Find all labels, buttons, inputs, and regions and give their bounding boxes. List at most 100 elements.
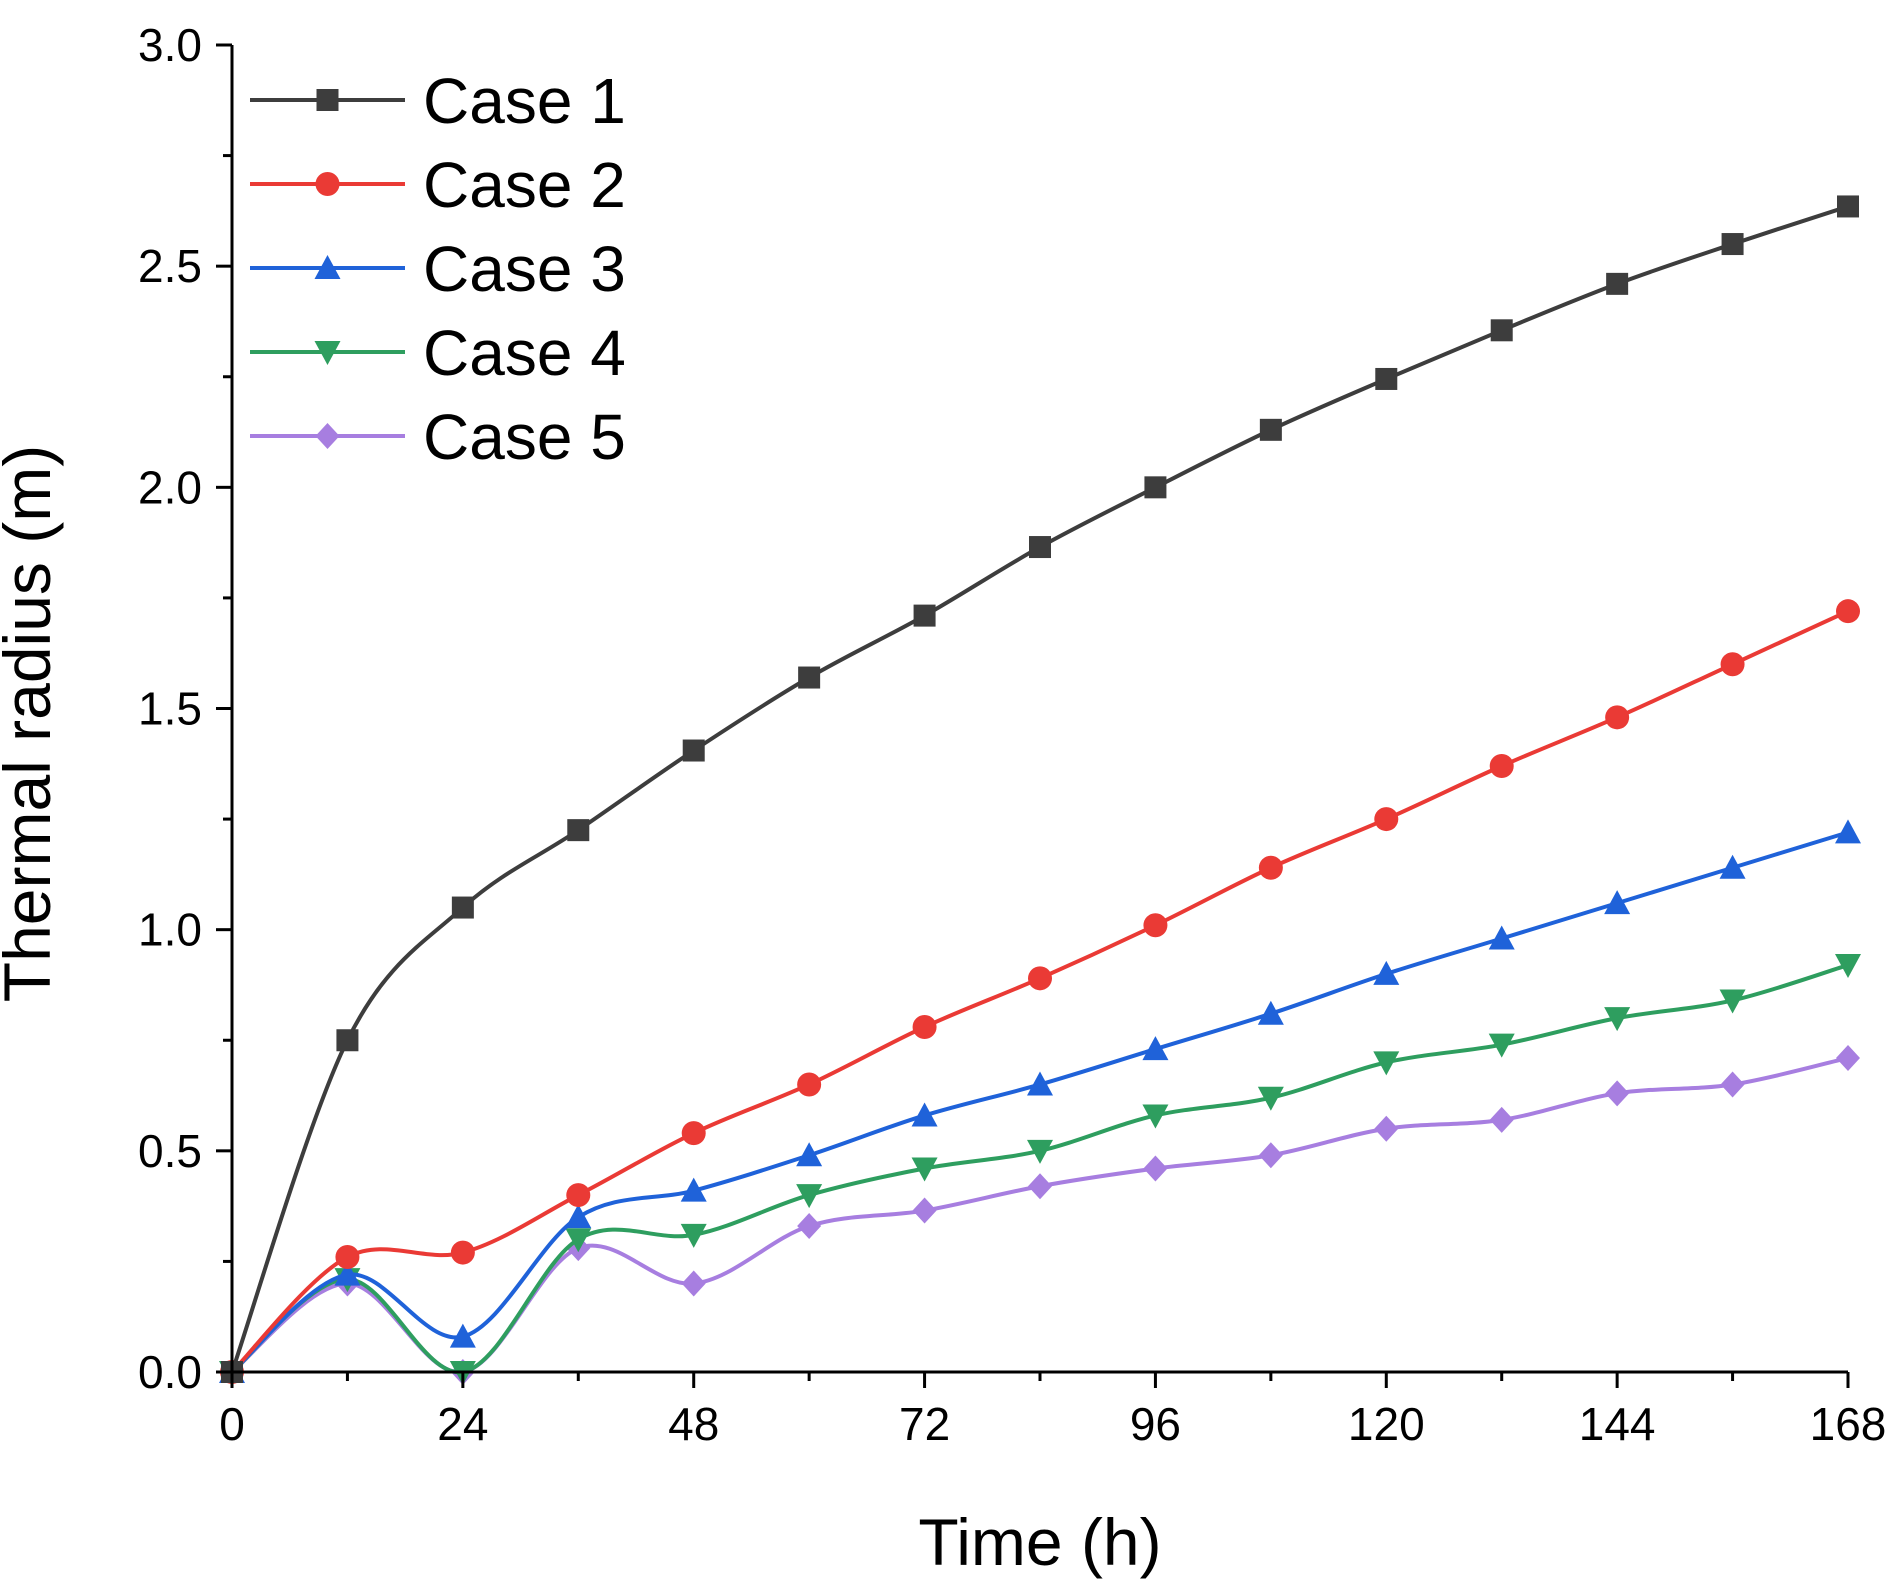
data-point-case-2 bbox=[335, 1244, 360, 1269]
legend-label-case-5: Case 5 bbox=[423, 401, 626, 473]
data-point-case-5 bbox=[1836, 1044, 1860, 1071]
data-point-case-5 bbox=[1028, 1173, 1052, 1200]
data-point-case-5 bbox=[681, 1270, 706, 1297]
data-point-case-3 bbox=[911, 1102, 938, 1127]
x-tick-label: 168 bbox=[1810, 1398, 1887, 1450]
data-point-case-2 bbox=[1489, 754, 1514, 779]
data-point-case-2 bbox=[797, 1072, 822, 1097]
data-point-case-1 bbox=[1606, 272, 1629, 295]
data-point-case-4 bbox=[565, 1228, 592, 1253]
legend-marker-case-5 bbox=[315, 423, 340, 449]
data-point-case-2 bbox=[1258, 855, 1283, 880]
x-tick-label: 96 bbox=[1130, 1398, 1181, 1450]
data-point-case-1 bbox=[1721, 233, 1744, 256]
legend-marker-case-1 bbox=[316, 89, 339, 111]
data-point-case-1 bbox=[1490, 319, 1513, 342]
y-tick-label: 0.5 bbox=[138, 1125, 202, 1177]
legend-label-case-4: Case 4 bbox=[423, 317, 626, 389]
y-tick-label: 1.5 bbox=[138, 683, 202, 735]
data-point-case-4 bbox=[1835, 954, 1861, 979]
data-point-case-3 bbox=[1719, 854, 1746, 879]
data-point-case-4 bbox=[1488, 1033, 1515, 1058]
data-point-case-1 bbox=[1837, 195, 1859, 218]
data-point-case-2 bbox=[1028, 966, 1052, 991]
y-tick-label: 3.0 bbox=[138, 19, 202, 71]
data-point-case-1 bbox=[682, 739, 705, 762]
x-tick-label: 72 bbox=[899, 1398, 950, 1450]
data-point-case-4 bbox=[680, 1223, 707, 1248]
data-point-case-3 bbox=[1142, 1036, 1169, 1061]
data-point-case-5 bbox=[1143, 1155, 1168, 1182]
data-point-case-4 bbox=[1604, 1007, 1631, 1032]
data-point-case-5 bbox=[1605, 1080, 1630, 1107]
y-tick-label: 1.0 bbox=[138, 904, 202, 956]
data-point-case-1 bbox=[1144, 476, 1167, 499]
data-point-case-3 bbox=[565, 1204, 592, 1229]
data-point-case-1 bbox=[1259, 418, 1282, 441]
legend-item-case-4: Case 4 bbox=[250, 317, 626, 389]
data-point-case-5 bbox=[1489, 1106, 1514, 1133]
legend-item-case-3: Case 3 bbox=[250, 233, 626, 305]
x-axis-title: Time (h) bbox=[918, 1505, 1161, 1579]
data-point-case-3 bbox=[1373, 960, 1400, 985]
data-point-case-3 bbox=[1488, 925, 1515, 950]
data-point-case-4 bbox=[911, 1157, 938, 1182]
data-point-case-4 bbox=[1142, 1104, 1169, 1129]
x-tick-label: 120 bbox=[1348, 1398, 1425, 1450]
data-point-case-3 bbox=[1835, 819, 1861, 844]
series-line-case-2 bbox=[230, 609, 1849, 1374]
data-point-case-4 bbox=[1373, 1051, 1400, 1076]
data-point-case-2 bbox=[1143, 913, 1168, 938]
data-point-case-2 bbox=[450, 1240, 475, 1265]
data-point-case-1 bbox=[336, 1029, 359, 1052]
data-point-case-2 bbox=[912, 1014, 937, 1039]
legend-marker-case-3 bbox=[314, 255, 341, 279]
series-line-case-1 bbox=[230, 204, 1849, 1373]
data-point-case-5 bbox=[1258, 1142, 1283, 1169]
data-point-case-2 bbox=[566, 1183, 591, 1208]
legend-item-case-1: Case 1 bbox=[250, 65, 626, 137]
series-case-4 bbox=[219, 954, 1861, 1385]
data-point-case-1 bbox=[1029, 536, 1051, 559]
data-point-case-2 bbox=[1605, 705, 1630, 730]
data-point-case-5 bbox=[797, 1213, 822, 1240]
data-point-case-3 bbox=[449, 1323, 476, 1348]
series-line-case-3 bbox=[230, 830, 1849, 1374]
y-axis-title: Thermal radius (m) bbox=[0, 445, 64, 1002]
x-tick-label: 24 bbox=[437, 1398, 488, 1450]
data-point-case-3 bbox=[1027, 1071, 1053, 1096]
data-point-case-5 bbox=[1720, 1071, 1745, 1098]
y-tick-label: 0.0 bbox=[138, 1346, 202, 1398]
x-tick-label: 48 bbox=[668, 1398, 719, 1450]
data-point-case-4 bbox=[796, 1184, 823, 1209]
data-point-case-1 bbox=[567, 819, 590, 842]
data-point-case-4 bbox=[1027, 1139, 1053, 1164]
data-point-case-1 bbox=[798, 666, 821, 689]
legend-label-case-1: Case 1 bbox=[423, 65, 626, 137]
data-point-case-2 bbox=[1374, 807, 1399, 832]
data-point-case-5 bbox=[1374, 1115, 1399, 1142]
y-tick-label: 2.0 bbox=[138, 461, 202, 513]
series-case-3 bbox=[219, 819, 1861, 1383]
data-point-case-4 bbox=[1719, 989, 1746, 1014]
data-point-case-2 bbox=[681, 1121, 706, 1146]
data-point-case-4 bbox=[1257, 1086, 1284, 1111]
x-tick-label: 0 bbox=[219, 1398, 245, 1450]
legend: Case 1 Case 2 Case 3 Case 4 Case 5 bbox=[250, 65, 626, 473]
data-point-case-3 bbox=[1257, 1000, 1284, 1025]
data-point-case-1 bbox=[451, 896, 474, 919]
series-case-2 bbox=[220, 599, 1860, 1384]
data-point-case-5 bbox=[912, 1197, 937, 1224]
data-point-case-3 bbox=[796, 1142, 823, 1167]
legend-label-case-3: Case 3 bbox=[423, 233, 626, 305]
data-point-case-2 bbox=[1720, 652, 1745, 677]
series-line-case-4 bbox=[230, 963, 1849, 1375]
legend-item-case-5: Case 5 bbox=[250, 401, 626, 473]
legend-marker-case-4 bbox=[314, 341, 341, 365]
data-point-case-3 bbox=[334, 1261, 361, 1286]
legend-item-case-2: Case 2 bbox=[250, 149, 626, 221]
data-point-case-3 bbox=[1604, 890, 1631, 915]
y-tick-label: 2.5 bbox=[138, 240, 202, 292]
series-line-case-5 bbox=[230, 1055, 1849, 1375]
